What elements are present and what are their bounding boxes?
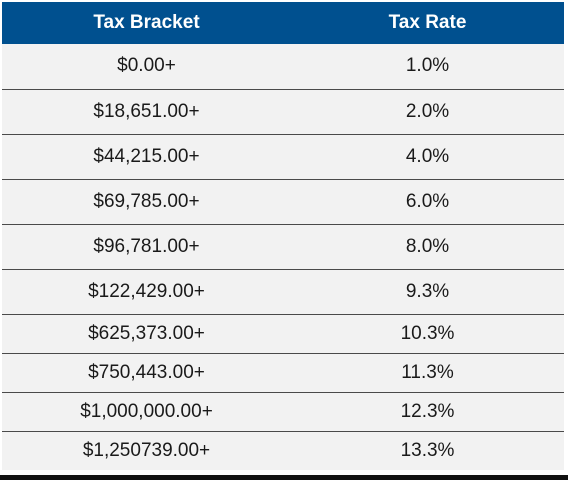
table-row: $1,000,000.00+ 12.3% [2, 392, 564, 432]
header-tax-rate: Tax Rate [291, 2, 564, 44]
rate-cell: 13.3% [291, 431, 564, 470]
header-row: Tax Bracket Tax Rate [2, 2, 564, 44]
table-row: $1,250739.00+ 13.3% [2, 431, 564, 470]
table-row: $122,429.00+ 9.3% [2, 269, 564, 315]
bracket-cell: $18,651.00+ [2, 89, 291, 135]
rate-cell: 1.0% [291, 44, 564, 90]
bracket-cell: $625,373.00+ [2, 314, 291, 354]
table-row: $18,651.00+ 2.0% [2, 89, 564, 135]
rate-cell: 10.3% [291, 314, 564, 354]
rate-cell: 6.0% [291, 179, 564, 225]
table-row: $750,443.00+ 11.3% [2, 353, 564, 393]
bracket-cell: $69,785.00+ [2, 179, 291, 225]
table-header: Tax Bracket Tax Rate [2, 2, 564, 44]
tax-bracket-table: Tax Bracket Tax Rate $0.00+ 1.0% $18,651… [2, 2, 564, 470]
table-row: $69,785.00+ 6.0% [2, 179, 564, 225]
rate-cell: 11.3% [291, 353, 564, 393]
rate-cell: 9.3% [291, 269, 564, 315]
bracket-cell: $1,000,000.00+ [2, 392, 291, 432]
table-row: $96,781.00+ 8.0% [2, 224, 564, 270]
rate-cell: 8.0% [291, 224, 564, 270]
bracket-cell: $96,781.00+ [2, 224, 291, 270]
bracket-cell: $1,250739.00+ [2, 431, 291, 470]
bracket-cell: $122,429.00+ [2, 269, 291, 315]
rate-cell: 12.3% [291, 392, 564, 432]
header-tax-bracket: Tax Bracket [2, 2, 291, 44]
bracket-cell: $750,443.00+ [2, 353, 291, 393]
table-row: $44,215.00+ 4.0% [2, 134, 564, 180]
tax-bracket-table-container: Tax Bracket Tax Rate $0.00+ 1.0% $18,651… [2, 2, 564, 470]
bottom-border-rule [0, 475, 568, 480]
table-row: $0.00+ 1.0% [2, 44, 564, 90]
rate-cell: 2.0% [291, 89, 564, 135]
table-row: $625,373.00+ 10.3% [2, 314, 564, 354]
table-body: $0.00+ 1.0% $18,651.00+ 2.0% $44,215.00+… [2, 44, 564, 470]
bracket-cell: $0.00+ [2, 44, 291, 90]
rate-cell: 4.0% [291, 134, 564, 180]
bracket-cell: $44,215.00+ [2, 134, 291, 180]
